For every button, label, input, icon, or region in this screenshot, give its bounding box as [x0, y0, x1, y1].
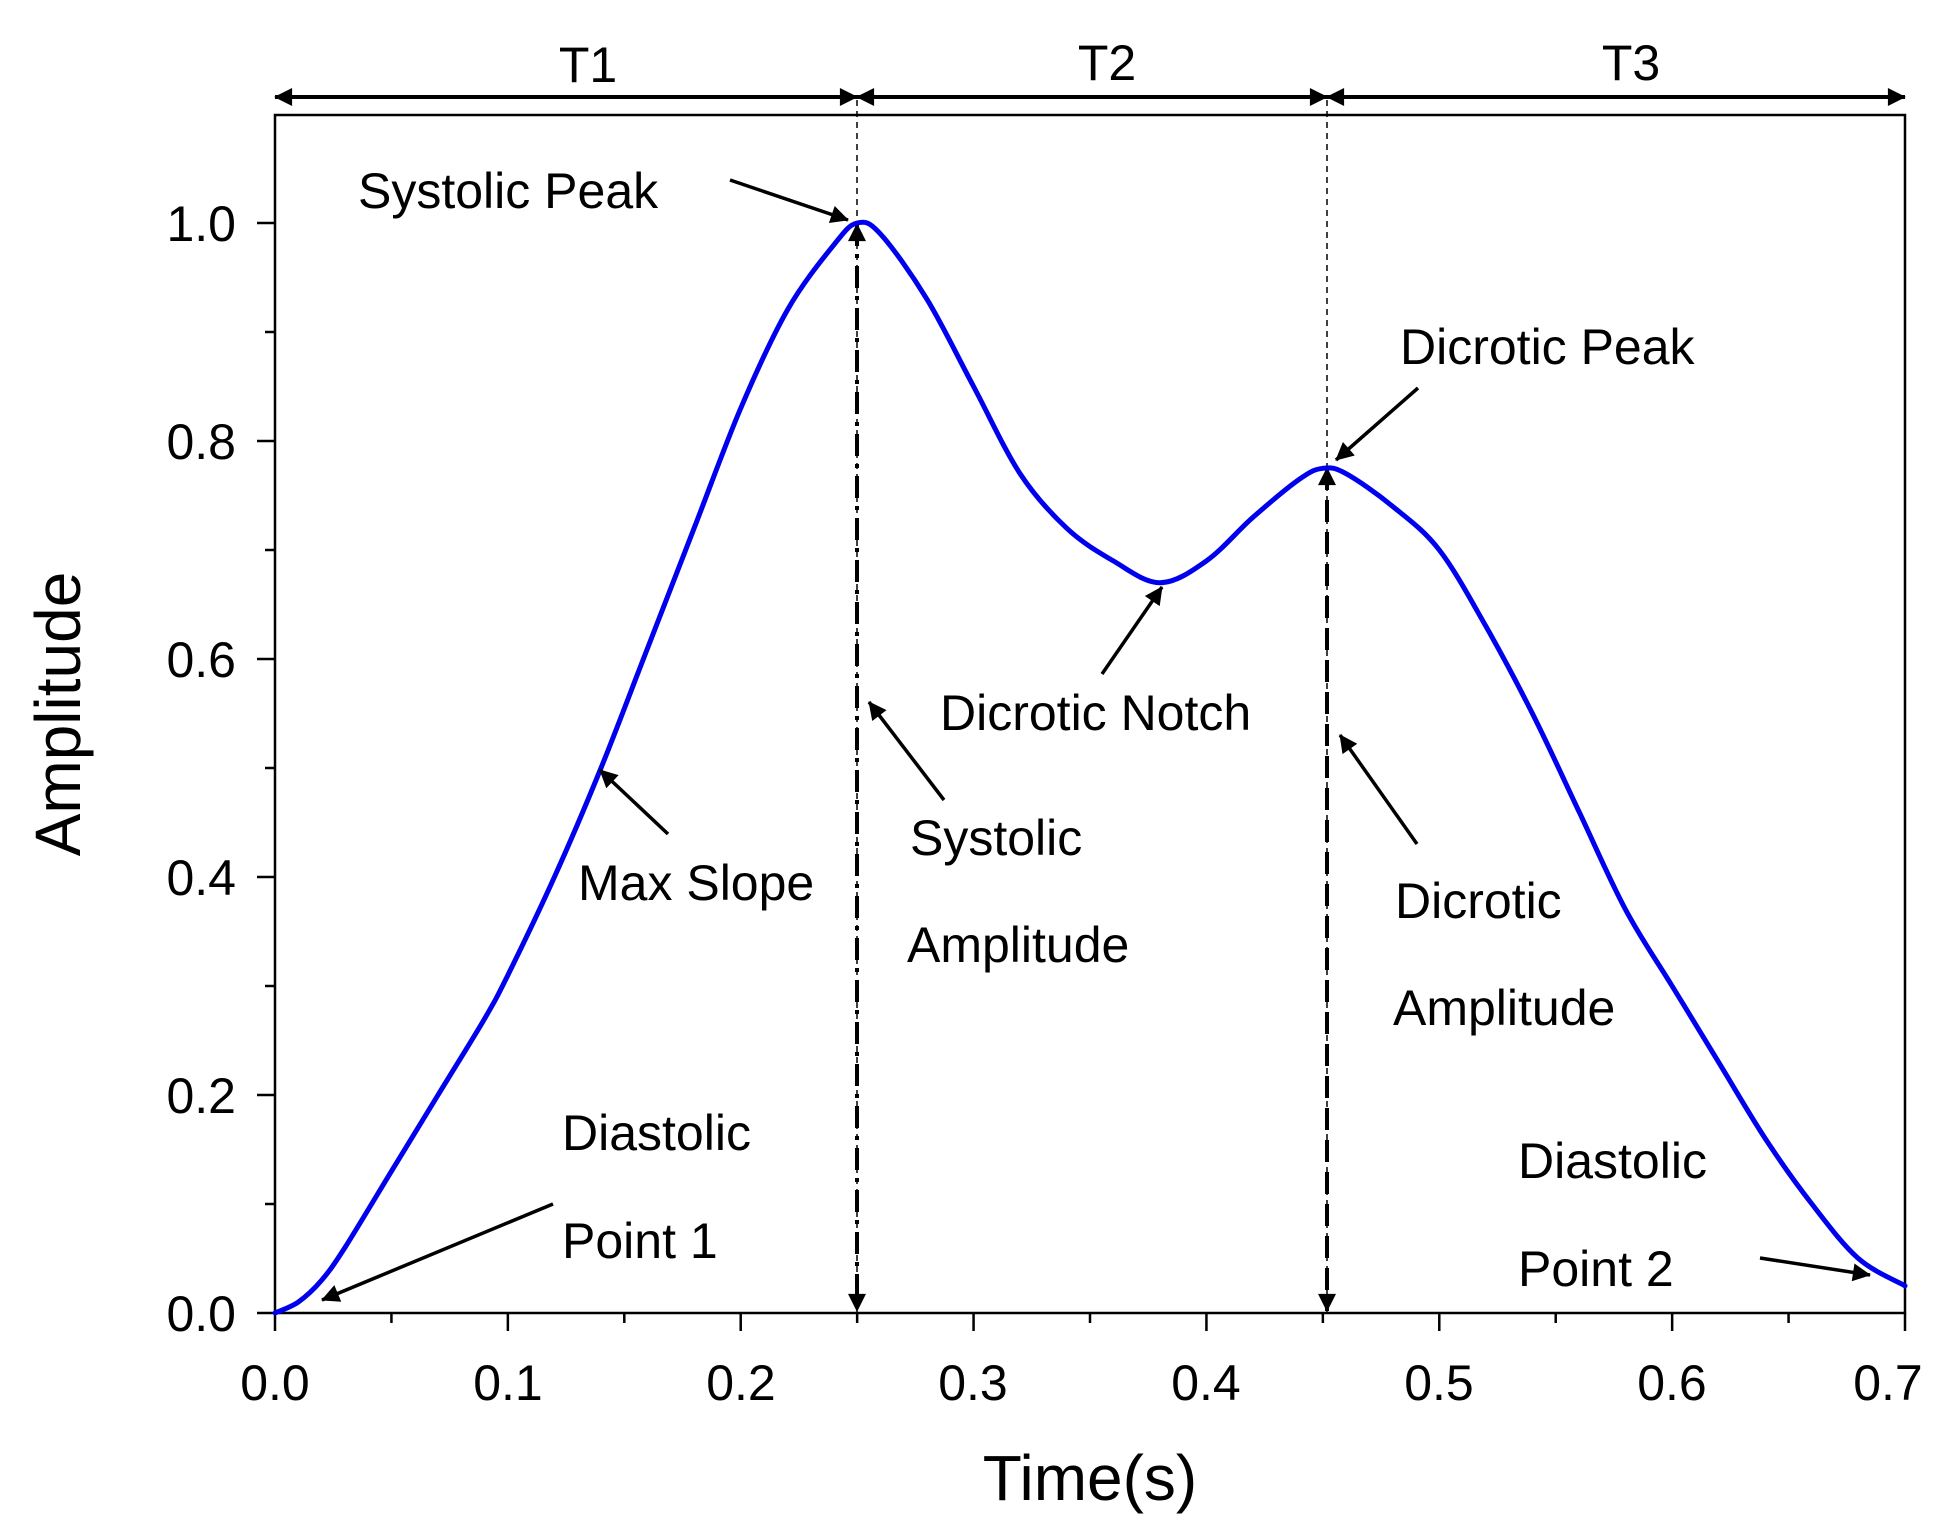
x-tick-label: 0.7 — [1853, 1355, 1923, 1411]
annotation-dicrotic-amplitude-line2: Amplitude — [1393, 980, 1615, 1036]
x-tick-label: 0.5 — [1404, 1355, 1474, 1411]
y-tick-label: 0.2 — [166, 1068, 236, 1124]
arrow-systolic-amplitude — [867, 700, 946, 802]
x-tick-label: 0.6 — [1637, 1355, 1707, 1411]
arrow-max-slope — [598, 768, 670, 836]
feature-annotations: Systolic Peak Dicrotic Peak Dicrotic Not… — [321, 163, 1871, 1302]
y-tick-labels: 0.0 0.2 0.4 0.6 0.8 1.0 — [166, 196, 236, 1342]
annotation-dicrotic-notch: Dicrotic Notch — [940, 685, 1251, 741]
x-tick-label: 0.1 — [473, 1355, 543, 1411]
x-axis-title: Time(s) — [983, 1442, 1197, 1514]
annotation-dicrotic-amplitude-line1: Dicrotic — [1395, 873, 1562, 929]
arrow-systolic-peak — [729, 178, 849, 224]
x-tick-label: 0.3 — [938, 1355, 1008, 1411]
x-tick-label: 0.0 — [240, 1355, 310, 1411]
y-tick-label: 0.0 — [166, 1286, 236, 1342]
annotation-diastolic-point2-line1: Diastolic — [1518, 1133, 1707, 1189]
y-tick-label: 0.8 — [166, 414, 236, 470]
vertical-guides — [848, 100, 1336, 1313]
axis-ticks — [257, 221, 1907, 1331]
annotation-systolic-amplitude-line1: Systolic — [910, 810, 1082, 866]
annotation-dicrotic-peak: Dicrotic Peak — [1400, 319, 1696, 375]
arrow-diastolic-point2 — [1759, 1256, 1871, 1282]
x-tick-label: 0.4 — [1171, 1355, 1241, 1411]
annotation-diastolic-point1-line2: Point 1 — [562, 1213, 718, 1269]
arrow-dicrotic-notch — [1100, 586, 1164, 675]
ppg-series-line — [272, 219, 1908, 1316]
y-axis-title: Amplitude — [22, 572, 94, 857]
segment-label-t1: T1 — [559, 37, 617, 93]
annotation-diastolic-point1-line1: Diastolic — [562, 1105, 751, 1161]
annotation-systolic-peak: Systolic Peak — [358, 163, 659, 219]
annotation-systolic-amplitude-line2: Amplitude — [907, 917, 1129, 973]
y-tick-label: 1.0 — [166, 196, 236, 252]
x-tick-label: 0.2 — [706, 1355, 776, 1411]
arrow-dicrotic-peak — [1334, 386, 1420, 462]
y-tick-label: 0.6 — [166, 632, 236, 688]
segment-label-t2: T2 — [1078, 35, 1136, 91]
annotation-max-slope: Max Slope — [578, 855, 814, 911]
y-tick-label: 0.4 — [166, 850, 236, 906]
x-tick-labels: 0.0 0.1 0.2 0.3 0.4 0.5 0.6 0.7 — [240, 1355, 1923, 1411]
annotation-diastolic-point2-line2: Point 2 — [1518, 1241, 1674, 1297]
arrow-diastolic-point1 — [321, 1202, 554, 1302]
arrow-dicrotic-amplitude — [1338, 733, 1419, 846]
period-segments: T1 T2 T3 — [274, 35, 1906, 106]
segment-label-t3: T3 — [1602, 35, 1660, 91]
